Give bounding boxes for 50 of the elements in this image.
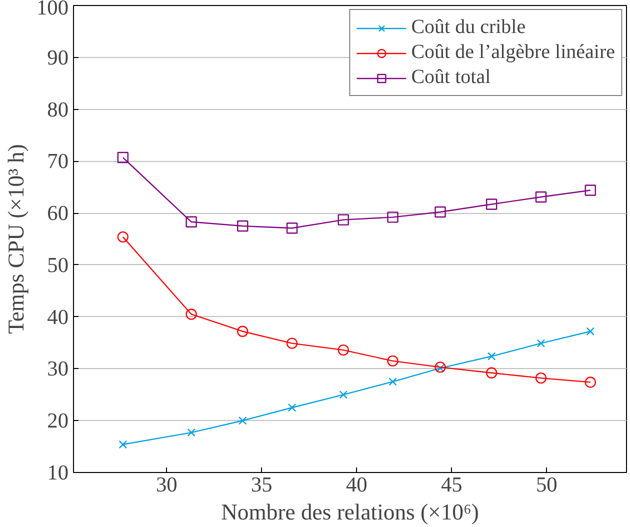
- y-tick-label: 20: [47, 408, 68, 433]
- point: [237, 220, 248, 232]
- point: [237, 326, 248, 337]
- point: [118, 440, 128, 449]
- x-tick-label: 35: [250, 472, 272, 496]
- y-tick-label: 90: [47, 45, 68, 70]
- x-tick-label: 50: [536, 472, 558, 496]
- point: [535, 372, 547, 384]
- point: [388, 378, 397, 386]
- point: [117, 152, 129, 164]
- legend-label: Coût de l’algèbre linéaire: [411, 41, 615, 64]
- point: [238, 416, 247, 425]
- y-tick-label: 10: [47, 460, 68, 484]
- point: [535, 191, 547, 203]
- point: [584, 184, 596, 196]
- point: [288, 404, 296, 412]
- y-tick-label: 40: [47, 304, 68, 329]
- x-axis-title: Nombre des relations (×10⁶): [221, 500, 479, 524]
- point: [436, 364, 444, 372]
- point: [286, 338, 298, 349]
- x-tick-label: 30: [156, 472, 178, 496]
- y-tick-label: 50: [47, 252, 68, 277]
- y-tick-label: 70: [47, 149, 68, 174]
- point: [338, 344, 349, 356]
- point: [387, 212, 398, 223]
- y-tick-label: 60: [47, 201, 68, 226]
- point: [486, 367, 498, 378]
- point: [486, 198, 498, 210]
- point: [536, 339, 546, 348]
- point: [117, 231, 129, 243]
- point: [584, 376, 596, 388]
- y-tick-label: 100: [36, 0, 69, 20]
- y-tick-label: 80: [47, 97, 68, 122]
- legend-label: Coût du crible: [411, 16, 526, 39]
- legend-label: Coût total: [411, 66, 491, 89]
- point: [434, 362, 446, 373]
- y-axis-title: Temps CPU (×10³ h): [4, 144, 29, 334]
- x-tick-label: 40: [346, 472, 368, 496]
- point: [338, 214, 349, 226]
- point: [187, 428, 196, 437]
- point: [286, 222, 298, 234]
- point: [339, 390, 348, 399]
- point: [186, 216, 197, 228]
- point: [586, 327, 595, 336]
- y-tick-label: 30: [47, 356, 68, 381]
- x-tick-label: 45: [441, 472, 462, 496]
- point: [186, 308, 197, 320]
- point: [434, 206, 446, 218]
- point: [487, 352, 496, 360]
- point: [387, 355, 398, 367]
